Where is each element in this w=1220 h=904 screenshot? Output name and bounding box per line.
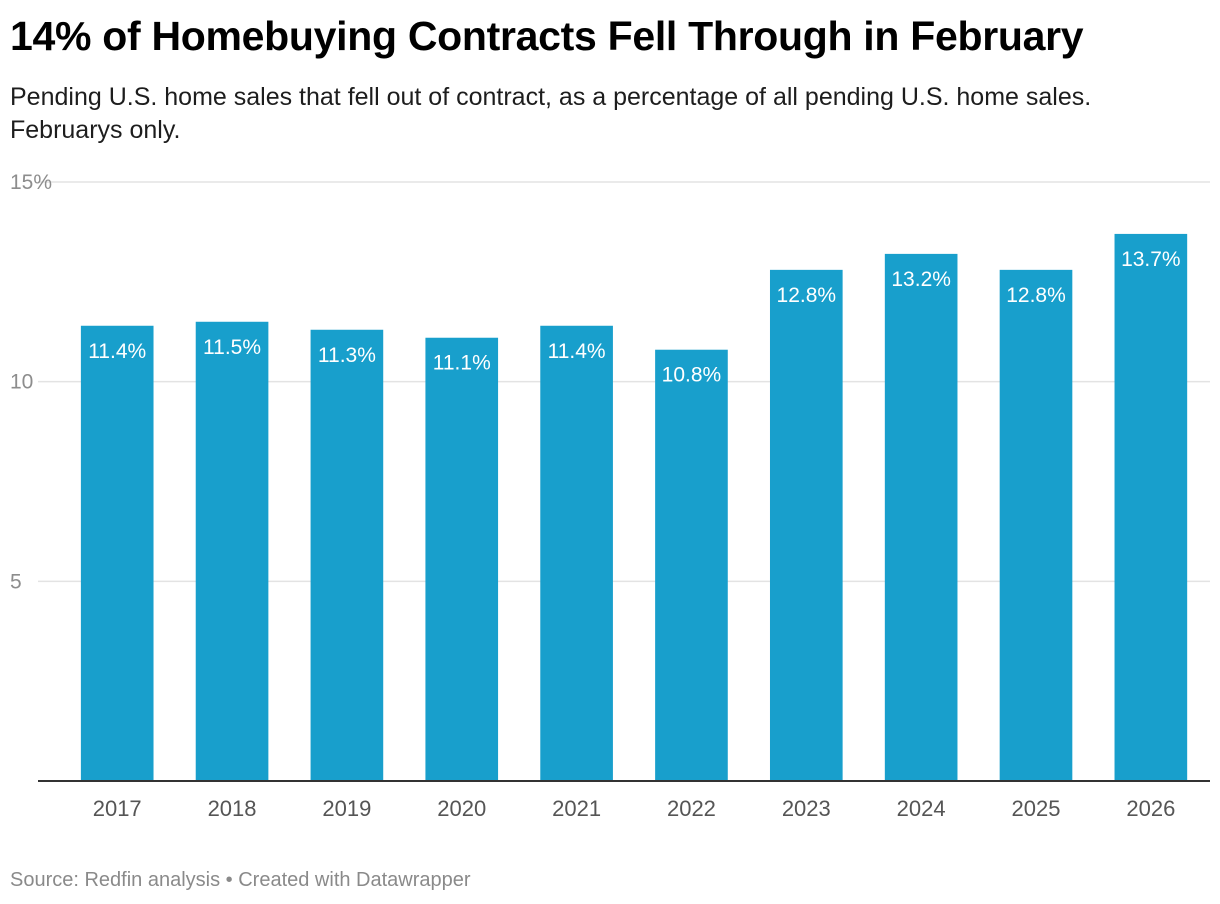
chart-area: 5 10 15% 11.4% 11.5% 11.3% 11.1% 11.4% 10.8% 12.… [0,160,1220,840]
y-tick-label: 15% [10,171,52,194]
x-tick-label: 2023 [782,796,831,821]
bar-value-label: 11.4% [548,340,606,363]
bar-value-label: 11.4% [88,340,146,363]
bar [540,325,613,781]
bar-value-label: 11.5% [203,336,261,359]
bar-chart: 5 10 15% 11.4% 11.5% 11.3% 11.1% 11.4% 10.8% 12.… [10,171,1210,821]
chart-subtitle: Pending U.S. home sales that fell out of… [10,83,1092,144]
bar-value-label: 11.3% [318,344,376,367]
x-tick-label: 2024 [897,796,946,821]
bar [655,349,728,781]
x-tick-label: 2018 [208,796,257,821]
y-tick-label: 5 [10,570,22,593]
bar-value-label: 12.8% [777,284,837,307]
x-tick-label: 2025 [1012,796,1061,821]
x-tick-label: 2020 [437,796,486,821]
y-tick-label: 10 [10,371,33,394]
x-tick-label: 2019 [322,796,371,821]
bar [1114,233,1188,781]
x-tick-label: 2022 [667,796,716,821]
bars [80,233,1188,781]
x-tick-label: 2017 [93,796,142,821]
bar-value-label: 11.1% [433,352,491,375]
bar-value-label: 12.8% [1006,284,1066,307]
x-tick-label: 2026 [1126,796,1175,821]
x-axis: 2017 2018 2019 2020 2021 2022 2023 2024 2025 2026 [38,780,1210,821]
bar-value-label: 13.7% [1121,248,1181,271]
bar-value-label: 10.8% [662,364,722,387]
source-note: Source: Redfin analysis • Created with D… [10,869,471,891]
value-labels: 11.4% 11.5% 11.3% 11.1% 11.4% 10.8% 12.8% 13.2%… [88,248,1180,387]
bar [310,329,384,781]
bar-value-label: 13.2% [891,268,951,291]
bar [425,337,499,781]
chart-title: 14% of Homebuying Contracts Fell Through… [10,13,1084,59]
bar [80,325,154,781]
bar [884,253,958,781]
x-tick-label: 2021 [552,796,601,821]
bar [195,321,269,781]
bar [769,269,843,781]
bar [999,269,1073,781]
